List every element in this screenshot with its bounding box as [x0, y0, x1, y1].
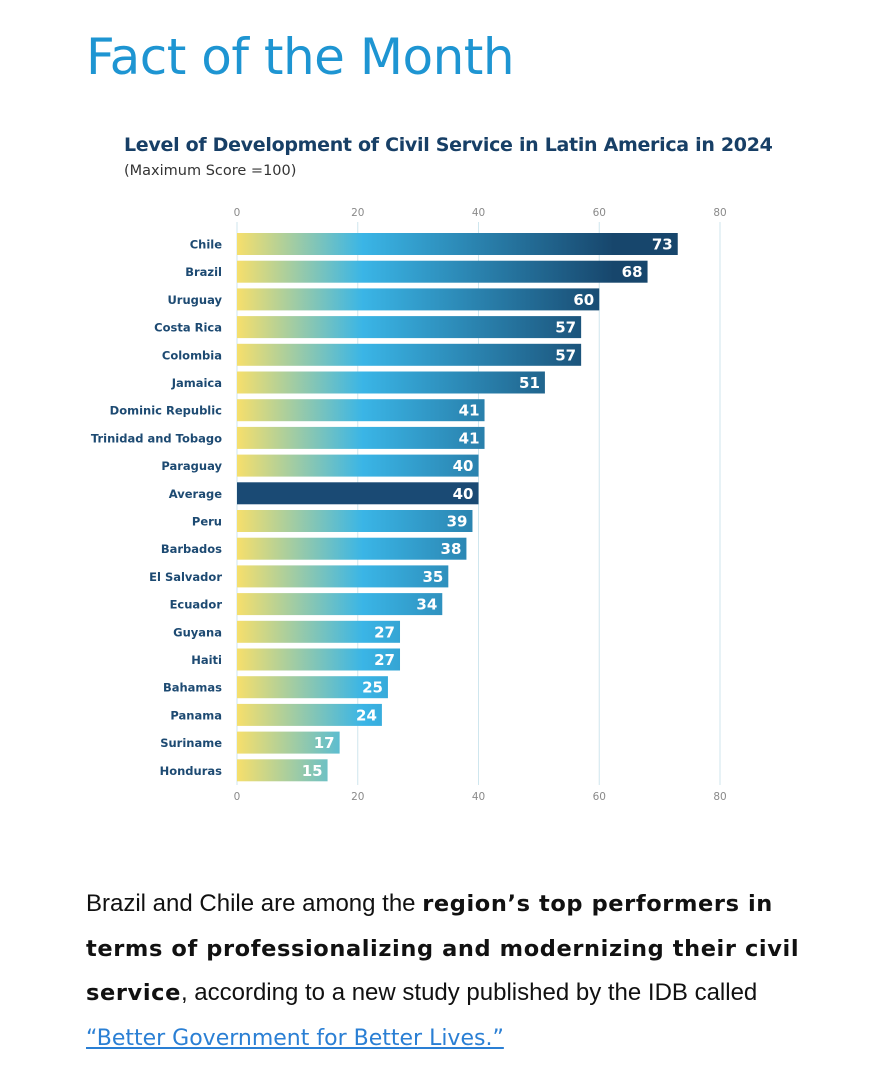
- category-label: El Salvador: [149, 570, 222, 584]
- top-tick-label-20: 20: [351, 207, 364, 219]
- study-link[interactable]: “Better Government for Better Lives.”: [86, 1025, 504, 1051]
- bar-average: [237, 482, 479, 505]
- bar-chart: 0 0 20 20 40 40 60 60 80 80 73 68 60 57 57 51 41 41 40 40 3…: [91, 207, 727, 803]
- summary-highlight: region’s top performers in terms of prof…: [86, 891, 800, 1006]
- category-label: Suriname: [160, 736, 222, 750]
- bar-trinidad-and-tobago: [237, 426, 485, 449]
- value-label: 27: [374, 651, 395, 669]
- bar-honduras: [237, 759, 328, 782]
- bar-jamaica: [237, 371, 545, 394]
- value-label: 38: [441, 540, 462, 558]
- category-label: Trinidad and Tobago: [91, 431, 222, 445]
- value-label: 39: [447, 513, 468, 531]
- bar-haiti: [237, 648, 401, 671]
- value-label: 57: [555, 319, 576, 337]
- bar-bahamas: [237, 676, 388, 699]
- value-label: 27: [374, 623, 395, 641]
- value-label: 40: [453, 485, 474, 503]
- value-label: 34: [416, 596, 437, 614]
- category-label: Ecuador: [170, 598, 223, 612]
- category-label: Haiti: [191, 653, 222, 667]
- bar-paraguay: [237, 454, 479, 477]
- bar-colombia: [237, 343, 582, 366]
- value-label: 68: [622, 263, 643, 281]
- bar-costa-rica: [237, 316, 582, 339]
- category-label: Brazil: [185, 265, 222, 279]
- category-label: Barbados: [161, 542, 222, 556]
- value-label: 41: [459, 402, 480, 420]
- bar-chile: [237, 233, 678, 255]
- bar-peru: [237, 510, 473, 532]
- page-title: Fact of the Month: [86, 28, 515, 86]
- category-label: Costa Rica: [154, 321, 222, 335]
- summary-paragraph: Brazil and Chile are among the region’s …: [86, 882, 806, 1061]
- value-label: 24: [356, 706, 377, 724]
- category-label: Peru: [192, 515, 222, 529]
- category-label: Panama: [170, 708, 222, 722]
- bar-suriname: [237, 731, 340, 754]
- bottom-tick-label-60: 60: [593, 791, 606, 803]
- value-label: 17: [314, 734, 335, 752]
- bar-uruguay: [237, 288, 600, 311]
- value-label: 25: [362, 679, 383, 697]
- bar-el-salvador: [237, 565, 449, 588]
- category-label: Average: [169, 487, 222, 501]
- category-label: Colombia: [162, 348, 222, 362]
- category-label: Honduras: [160, 764, 223, 778]
- value-label: 51: [519, 374, 540, 392]
- category-labels: Chile Brazil Uruguay Costa Rica Colombia Jama…: [91, 238, 223, 778]
- bars: 73 68 60 57 57 51 41 41 40 40 39 38 35 34 27 27 25 24 17 15: [237, 233, 678, 782]
- chart-title: Level of Development of Civil Service in…: [124, 134, 773, 156]
- value-label: 57: [555, 346, 576, 364]
- summary-text-start: Brazil and Chile are among the: [86, 890, 423, 917]
- value-label: 15: [302, 762, 323, 780]
- bar-ecuador: [237, 593, 443, 616]
- category-label: Guyana: [173, 625, 222, 639]
- category-label: Uruguay: [167, 293, 222, 307]
- top-tick-label-80: 80: [713, 207, 726, 219]
- top-tick-label-40: 40: [472, 207, 485, 219]
- axis-ticks: 0 0 20 20 40 40 60 60 80 80: [234, 207, 727, 803]
- category-label: Chile: [190, 238, 223, 252]
- category-label: Paraguay: [161, 459, 222, 473]
- value-label: 73: [652, 236, 673, 254]
- category-label: Bahamas: [163, 681, 222, 695]
- bottom-tick-label-40: 40: [472, 791, 485, 803]
- bar-panama: [237, 703, 382, 726]
- category-label: Dominic Republic: [110, 404, 223, 418]
- bar-guyana: [237, 620, 401, 643]
- bottom-tick-label-0: 0: [234, 791, 241, 803]
- top-tick-label-0: 0: [234, 207, 241, 219]
- category-label: Jamaica: [171, 376, 222, 390]
- value-label: 40: [453, 457, 474, 475]
- bar-brazil: [237, 260, 648, 283]
- value-label: 60: [573, 291, 594, 309]
- chart-subtitle: (Maximum Score =100): [124, 163, 297, 179]
- bar-dominic-republic: [237, 399, 485, 422]
- bottom-tick-label-80: 80: [713, 791, 726, 803]
- bottom-tick-label-20: 20: [351, 791, 364, 803]
- top-tick-label-60: 60: [593, 207, 606, 219]
- summary-text-middle: , according to a new study published by …: [180, 979, 758, 1006]
- value-label: 41: [459, 429, 480, 447]
- bar-barbados: [237, 537, 467, 560]
- value-label: 35: [422, 568, 443, 586]
